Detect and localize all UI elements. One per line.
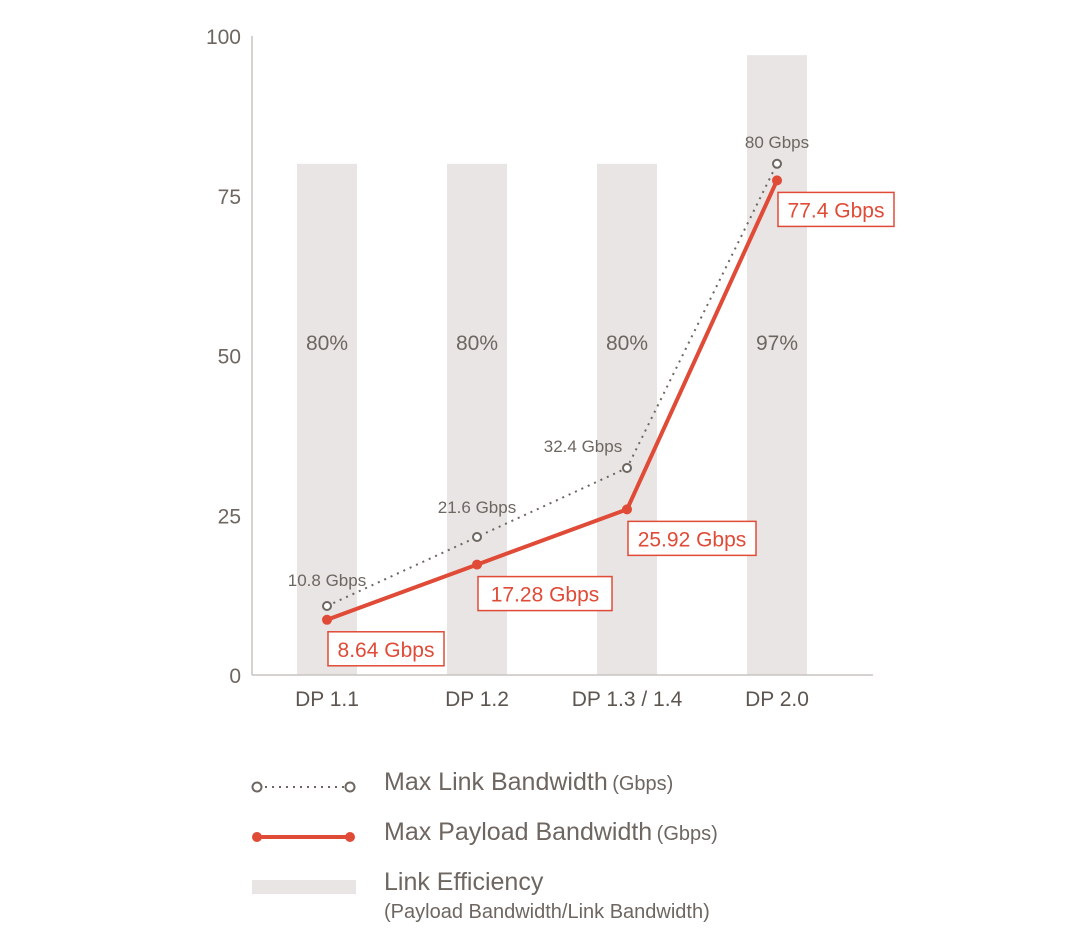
payload-label-box	[477, 575, 613, 612]
bandwidth-chart: 80% 80% 80% 97% 0 25 50 75 100 DP 1.1 DP 1.2 DP 1.3…	[206, 26, 895, 711]
efficiency-label: 80%	[456, 332, 498, 355]
link-bandwidth-point	[772, 158, 782, 169]
legend-swatch-bar	[252, 880, 356, 894]
legend-swatch-solid-line	[252, 832, 355, 842]
link-bandwidth-label: 21.6 Gbps	[438, 498, 516, 517]
legend: Max Link Bandwidth (Gbps) Max Payload Ba…	[0, 760, 1077, 940]
y-tick-label: 25	[218, 505, 241, 528]
payload-bandwidth-label: 17.28 Gbps	[491, 584, 600, 607]
payload-bandwidth-line	[326, 179, 779, 622]
legend-sub-efficiency: (Payload Bandwidth/Link Bandwidth)	[384, 901, 710, 923]
x-category-label: DP 1.2	[445, 688, 509, 711]
legend-unit-payload: (Gbps)	[656, 823, 718, 845]
payload-bandwidth-point	[772, 175, 782, 186]
payload-label-box	[327, 631, 445, 667]
efficiency-label: 80%	[306, 332, 348, 355]
legend-swatch-dotted-line	[251, 781, 356, 793]
payload-bandwidth-point	[622, 504, 632, 515]
y-tick-label: 100	[206, 26, 241, 49]
legend-label-link: Max Link Bandwidth	[384, 768, 608, 796]
efficiency-label: 80%	[606, 332, 648, 355]
link-bandwidth-label: 32.4 Gbps	[544, 437, 622, 456]
link-bandwidth-label: 80 Gbps	[745, 133, 809, 152]
payload-bandwidth-label: 25.92 Gbps	[638, 528, 747, 551]
link-bandwidth-label: 10.8 Gbps	[288, 571, 366, 590]
legend-label-payload: Max Payload Bandwidth	[384, 818, 653, 846]
legend-unit-link: (Gbps)	[612, 773, 674, 795]
link-bandwidth-point	[322, 600, 332, 611]
y-tick-label: 75	[218, 186, 241, 209]
payload-bandwidth-point	[472, 559, 482, 570]
payload-bandwidth-label: 8.64 Gbps	[338, 639, 435, 662]
efficiency-bar	[747, 55, 807, 676]
link-bandwidth-point	[472, 531, 482, 542]
payload-bandwidth-point	[322, 614, 332, 625]
y-tick-label: 50	[218, 346, 241, 369]
payload-label-box	[627, 520, 757, 557]
link-bandwidth-point	[622, 462, 632, 473]
x-category-label: DP 2.0	[745, 688, 809, 711]
efficiency-bar	[297, 163, 357, 676]
x-category-label: DP 1.1	[295, 688, 359, 711]
payload-label-box	[777, 191, 895, 228]
y-tick-label: 0	[229, 665, 241, 688]
x-category-label: DP 1.3 / 1.4	[572, 688, 683, 711]
legend-label-efficiency: Link Efficiency	[384, 868, 544, 896]
payload-bandwidth-label: 77.4 Gbps	[788, 199, 885, 222]
efficiency-label: 97%	[756, 332, 798, 355]
